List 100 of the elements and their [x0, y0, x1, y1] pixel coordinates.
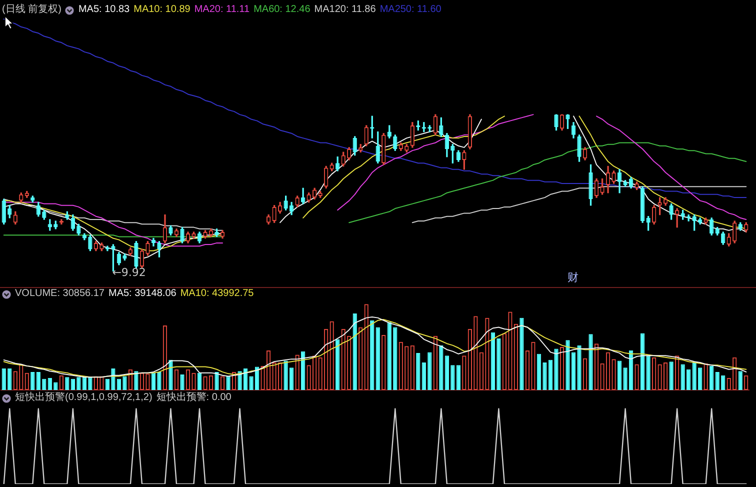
candlestick — [100, 242, 104, 252]
bar — [70, 378, 75, 390]
candlestick — [675, 208, 680, 228]
bar — [520, 318, 524, 390]
bar — [646, 356, 650, 390]
bar — [157, 372, 162, 390]
chart-title: VOLUME: 30856.17 — [15, 288, 104, 300]
candlestick — [577, 134, 582, 162]
text: MA60: 12.46 — [254, 4, 310, 16]
bar — [577, 345, 582, 390]
candlestick — [157, 241, 162, 258]
bar — [536, 354, 542, 390]
candlestick — [88, 234, 92, 252]
candlestick — [600, 178, 604, 195]
bar — [376, 327, 380, 390]
candlestick — [623, 180, 628, 187]
bar — [444, 356, 449, 390]
candlestick — [134, 241, 138, 268]
bar — [65, 377, 70, 390]
bar — [36, 372, 40, 390]
bar — [42, 378, 46, 390]
bar — [686, 369, 691, 390]
bar — [542, 362, 547, 390]
bar — [698, 368, 702, 390]
bar — [588, 334, 593, 390]
candlestick — [554, 114, 558, 131]
annotation: ←9.92 — [112, 266, 146, 279]
text: MA120: 11.86 — [314, 4, 376, 16]
text: MA20: 11.11 — [194, 4, 250, 16]
bar — [669, 362, 674, 390]
bar — [249, 376, 254, 390]
bar — [680, 364, 685, 390]
bar — [76, 377, 81, 390]
bar — [692, 362, 696, 390]
bar — [548, 360, 553, 390]
bar — [197, 372, 202, 390]
bar — [88, 377, 92, 390]
bar — [566, 340, 570, 390]
bar — [116, 378, 122, 390]
bar — [352, 314, 357, 390]
bar — [134, 371, 138, 390]
bar — [214, 372, 219, 390]
bar — [180, 374, 184, 390]
candlestick — [214, 228, 219, 238]
bar — [571, 352, 576, 390]
candlestick — [658, 197, 662, 216]
bar — [122, 376, 127, 390]
candlestick — [272, 205, 276, 223]
chart-title: 短快出预警(0.99,1,0.99,72,1,2) — [15, 392, 152, 404]
candlestick — [634, 182, 639, 190]
bar — [439, 345, 444, 390]
text: MA10: 43992.75 — [180, 288, 254, 300]
bar — [416, 353, 420, 390]
bar — [623, 368, 628, 390]
bar — [387, 322, 392, 390]
bar — [554, 348, 558, 390]
bar — [290, 368, 294, 390]
bar — [393, 327, 398, 390]
bar — [30, 372, 35, 390]
candlestick — [588, 164, 593, 206]
bar — [456, 365, 460, 390]
bar — [721, 375, 726, 390]
bar — [715, 372, 720, 390]
annotation: 财 — [568, 270, 579, 284]
bar — [617, 360, 622, 390]
bar — [226, 376, 230, 390]
candlestick — [612, 170, 616, 184]
bar — [738, 371, 742, 390]
bar — [105, 378, 110, 390]
chart-title: (日线 前复权) — [2, 4, 62, 16]
bar — [48, 378, 52, 390]
series-label: 短快出预警: 0.00 — [156, 392, 232, 404]
bar — [640, 333, 645, 390]
bar — [710, 366, 714, 390]
candlestick — [462, 150, 466, 170]
bar — [422, 362, 426, 390]
bar — [450, 365, 455, 390]
text: MA10: 10.89 — [134, 4, 190, 16]
bar — [490, 332, 496, 390]
text: MA250: 11.60 — [380, 4, 442, 16]
bar — [336, 339, 340, 390]
bar — [168, 360, 173, 390]
candlestick — [180, 226, 184, 244]
candlestick — [146, 241, 150, 256]
candlestick — [192, 232, 196, 239]
text: MA5: 39148.06 — [108, 288, 176, 300]
bar — [284, 360, 288, 390]
bar — [151, 372, 156, 390]
candlestick — [284, 196, 288, 210]
bar — [370, 320, 374, 390]
bar — [428, 352, 432, 390]
candlestick — [203, 230, 208, 239]
candlestick — [646, 216, 650, 231]
candlestick — [122, 254, 127, 261]
candlestick — [566, 114, 570, 129]
bar — [54, 382, 58, 390]
candlestick — [168, 225, 173, 236]
bar — [496, 338, 501, 390]
bar — [82, 377, 86, 390]
text: MA5: 10.83 — [78, 4, 130, 16]
